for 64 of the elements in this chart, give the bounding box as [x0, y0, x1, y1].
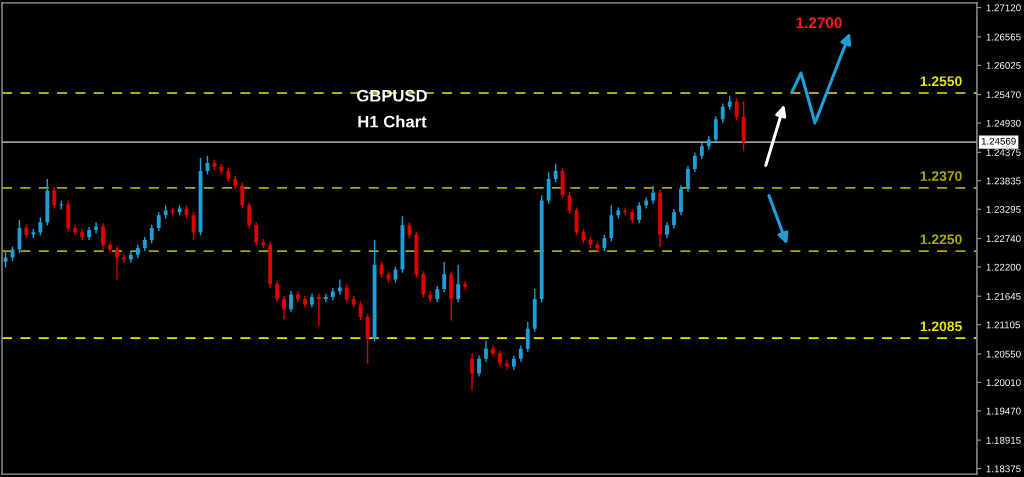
y-tick-label: 1.20550	[986, 350, 1021, 358]
candlestick	[692, 151, 697, 173]
candlestick	[358, 300, 363, 321]
ref-line-label: 1.2250	[920, 234, 962, 245]
y-tick-label: 1.27120	[986, 4, 1021, 12]
candlestick	[470, 352, 474, 392]
candlestick	[52, 186, 57, 210]
text: GBPUSD	[357, 89, 427, 102]
y-tick-label: 1.22740	[986, 235, 1021, 243]
candlestick	[734, 97, 739, 121]
candlestick	[101, 222, 105, 251]
y-tick-label: 1.22200	[986, 263, 1021, 271]
candlestick	[525, 321, 530, 353]
text: H1 Chart	[358, 115, 427, 128]
candlestick	[282, 295, 286, 320]
candlestick	[66, 200, 71, 232]
candlestick	[275, 280, 280, 303]
candlestick	[637, 201, 642, 224]
candlestick	[553, 162, 558, 183]
candlestick	[679, 184, 683, 217]
y-tick-label: 1.24930	[986, 119, 1021, 127]
candlestick	[484, 340, 488, 363]
y-tick-label: 1.20010	[986, 379, 1021, 387]
ref-line-label: 1.2550	[920, 76, 962, 87]
ref-line-label: 1.2085	[920, 321, 962, 332]
candlestick	[115, 245, 119, 281]
y-tick-label: 1.18915	[986, 436, 1021, 444]
y-tick-label: 1.23295	[986, 205, 1021, 213]
y-tick-label: 1.23835	[986, 177, 1021, 185]
y-tick-label: 1.26565	[986, 33, 1021, 41]
candlestick	[240, 181, 245, 210]
y-tick-label: 1.26025	[986, 62, 1021, 69]
y-tick-label: 1.18375	[986, 465, 1021, 473]
y-tick-label: 1.19470	[986, 407, 1021, 415]
candlestick	[261, 238, 266, 249]
candlestick	[316, 293, 321, 327]
candlestick	[504, 359, 509, 371]
candlestick	[323, 293, 328, 303]
candlestick	[456, 264, 461, 303]
candlestick	[289, 290, 293, 313]
candlestick	[156, 211, 161, 232]
ref-line-label: 1.2370	[920, 171, 962, 181]
candlestick	[365, 313, 370, 365]
candlestick	[94, 221, 98, 234]
candlestick	[442, 260, 447, 293]
annotation: 1.2700	[796, 17, 842, 29]
candlestick	[720, 102, 725, 124]
candlestick	[609, 204, 614, 242]
candlestick	[546, 171, 551, 205]
candlestick	[149, 224, 154, 244]
candlestick	[686, 165, 690, 193]
ref-line-label: 1.24569	[981, 137, 1016, 145]
y-tick-label: 1.25470	[986, 91, 1021, 99]
candlestick	[421, 270, 426, 299]
candlestick	[463, 280, 468, 291]
candlestick	[713, 115, 718, 144]
y-tick-label: 1.21645	[986, 292, 1021, 300]
candlestick	[672, 208, 676, 230]
candlestick	[121, 253, 126, 264]
candlestick	[477, 354, 481, 378]
candlestick	[254, 221, 259, 247]
y-tick-label: 1.24375	[986, 149, 1021, 156]
y-tick-label: 1.21105	[986, 321, 1020, 329]
candlestick	[247, 201, 252, 230]
